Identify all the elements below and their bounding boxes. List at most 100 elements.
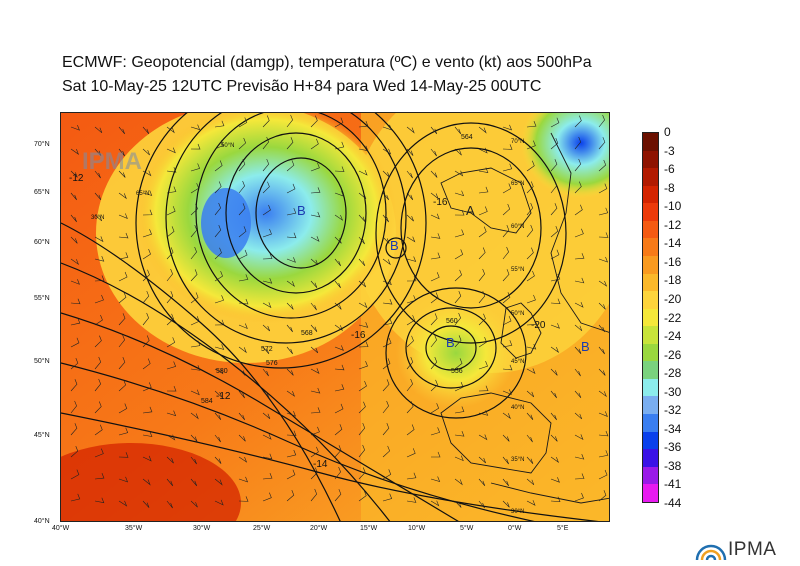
wind-barb bbox=[574, 324, 583, 332]
wind-barb bbox=[478, 456, 486, 464]
wind-barb bbox=[142, 290, 150, 304]
wind-barb bbox=[142, 358, 151, 370]
wind-barb bbox=[262, 204, 271, 216]
wind-barb bbox=[310, 211, 321, 218]
pressure-center-low-1: B bbox=[297, 203, 306, 218]
wind-barb bbox=[262, 228, 272, 238]
wind-barb bbox=[310, 324, 318, 332]
wind-barb bbox=[430, 272, 440, 282]
wind-barb bbox=[358, 467, 366, 480]
wind-barb bbox=[70, 337, 80, 348]
colorbar-segment bbox=[643, 308, 658, 327]
colorbar-label: 0 bbox=[664, 125, 671, 139]
wind-barb bbox=[118, 500, 128, 507]
lat-label: 40°N bbox=[511, 405, 524, 411]
wind-barb bbox=[262, 368, 269, 377]
wind-barb bbox=[574, 136, 582, 150]
contour-label: 560 bbox=[446, 318, 458, 325]
y-axis-label: 65°N bbox=[34, 189, 50, 196]
wind-barbs bbox=[70, 114, 609, 509]
wind-barb bbox=[406, 256, 417, 262]
wind-barb bbox=[142, 500, 150, 508]
wind-barb bbox=[406, 315, 415, 326]
wind-barb bbox=[238, 137, 247, 150]
wind-barb bbox=[142, 312, 149, 326]
wind-barb bbox=[478, 167, 489, 173]
wind-barb bbox=[454, 249, 464, 260]
wind-barb bbox=[598, 183, 608, 194]
wind-barb bbox=[478, 410, 489, 416]
wind-barb bbox=[526, 412, 534, 420]
wind-barb bbox=[190, 203, 198, 216]
wind-barb bbox=[118, 232, 129, 239]
wind-barb bbox=[142, 190, 153, 196]
wind-barb bbox=[598, 137, 606, 150]
wind-barb bbox=[574, 492, 584, 502]
wind-barb bbox=[502, 364, 513, 371]
lat-label: 30°N bbox=[511, 509, 524, 515]
wind-barb bbox=[598, 346, 605, 355]
wind-barb bbox=[118, 148, 125, 157]
wind-barb bbox=[238, 226, 247, 238]
wind-barb bbox=[502, 269, 510, 282]
coastlines bbox=[440, 132, 609, 504]
colorbar-label: -38 bbox=[664, 458, 682, 473]
wind-barb bbox=[550, 117, 560, 128]
wind-barb bbox=[574, 412, 583, 420]
wind-barb bbox=[526, 160, 535, 172]
wind-barb bbox=[70, 400, 77, 414]
wind-barb bbox=[478, 247, 486, 260]
wind-barb bbox=[430, 451, 441, 458]
wind-barb bbox=[382, 423, 390, 436]
wind-barb bbox=[382, 337, 392, 348]
wind-barb bbox=[358, 401, 366, 414]
wind-barb bbox=[70, 148, 80, 155]
lat-label: 30°N bbox=[91, 215, 104, 221]
colorbar-segment bbox=[643, 326, 658, 344]
wind-barb bbox=[70, 379, 78, 392]
wind-barb bbox=[526, 434, 533, 443]
wind-barb bbox=[262, 346, 270, 355]
wind-barb bbox=[94, 236, 104, 243]
wind-barb bbox=[502, 456, 509, 465]
wind-barb bbox=[166, 337, 176, 348]
wind-barb bbox=[142, 406, 153, 414]
wind-barb bbox=[262, 115, 270, 128]
wind-barb bbox=[190, 183, 200, 194]
wind-barb bbox=[238, 323, 248, 330]
wind-barb bbox=[238, 346, 247, 354]
wind-barb bbox=[142, 455, 152, 462]
lat-label: 65°N bbox=[511, 181, 524, 187]
colorbar-label: -18 bbox=[664, 273, 682, 288]
wind-barb bbox=[190, 478, 198, 487]
wind-barb bbox=[310, 488, 318, 502]
wind-barb bbox=[502, 478, 509, 487]
wind-barb bbox=[310, 280, 318, 288]
wind-barb bbox=[406, 472, 417, 480]
wind-barb bbox=[550, 412, 557, 421]
wind-barb bbox=[358, 360, 368, 370]
lat-label: 50°N bbox=[511, 311, 524, 317]
colorbar-segment bbox=[643, 431, 658, 450]
wind-barb bbox=[118, 403, 128, 414]
wind-barb bbox=[334, 489, 342, 502]
wind-barb bbox=[526, 294, 536, 304]
wind-barb bbox=[310, 115, 318, 128]
wind-barb bbox=[358, 145, 369, 152]
wind-barb bbox=[142, 209, 153, 216]
wind-barb bbox=[166, 410, 177, 417]
wind-barb bbox=[478, 313, 486, 326]
wind-barb bbox=[478, 147, 488, 154]
wind-barb bbox=[334, 258, 341, 267]
wind-barb bbox=[478, 226, 487, 238]
wind-barb bbox=[166, 167, 177, 173]
wind-barb bbox=[166, 361, 177, 370]
lat-label: 60°N bbox=[511, 224, 524, 230]
x-axis-label: 40°W bbox=[52, 525, 70, 532]
wind-barb bbox=[262, 390, 270, 398]
wind-barb bbox=[214, 295, 224, 304]
wind-barb bbox=[502, 124, 513, 131]
colorbar-segment bbox=[643, 150, 658, 169]
wind-barb bbox=[310, 426, 320, 436]
wind-barb bbox=[478, 478, 486, 487]
